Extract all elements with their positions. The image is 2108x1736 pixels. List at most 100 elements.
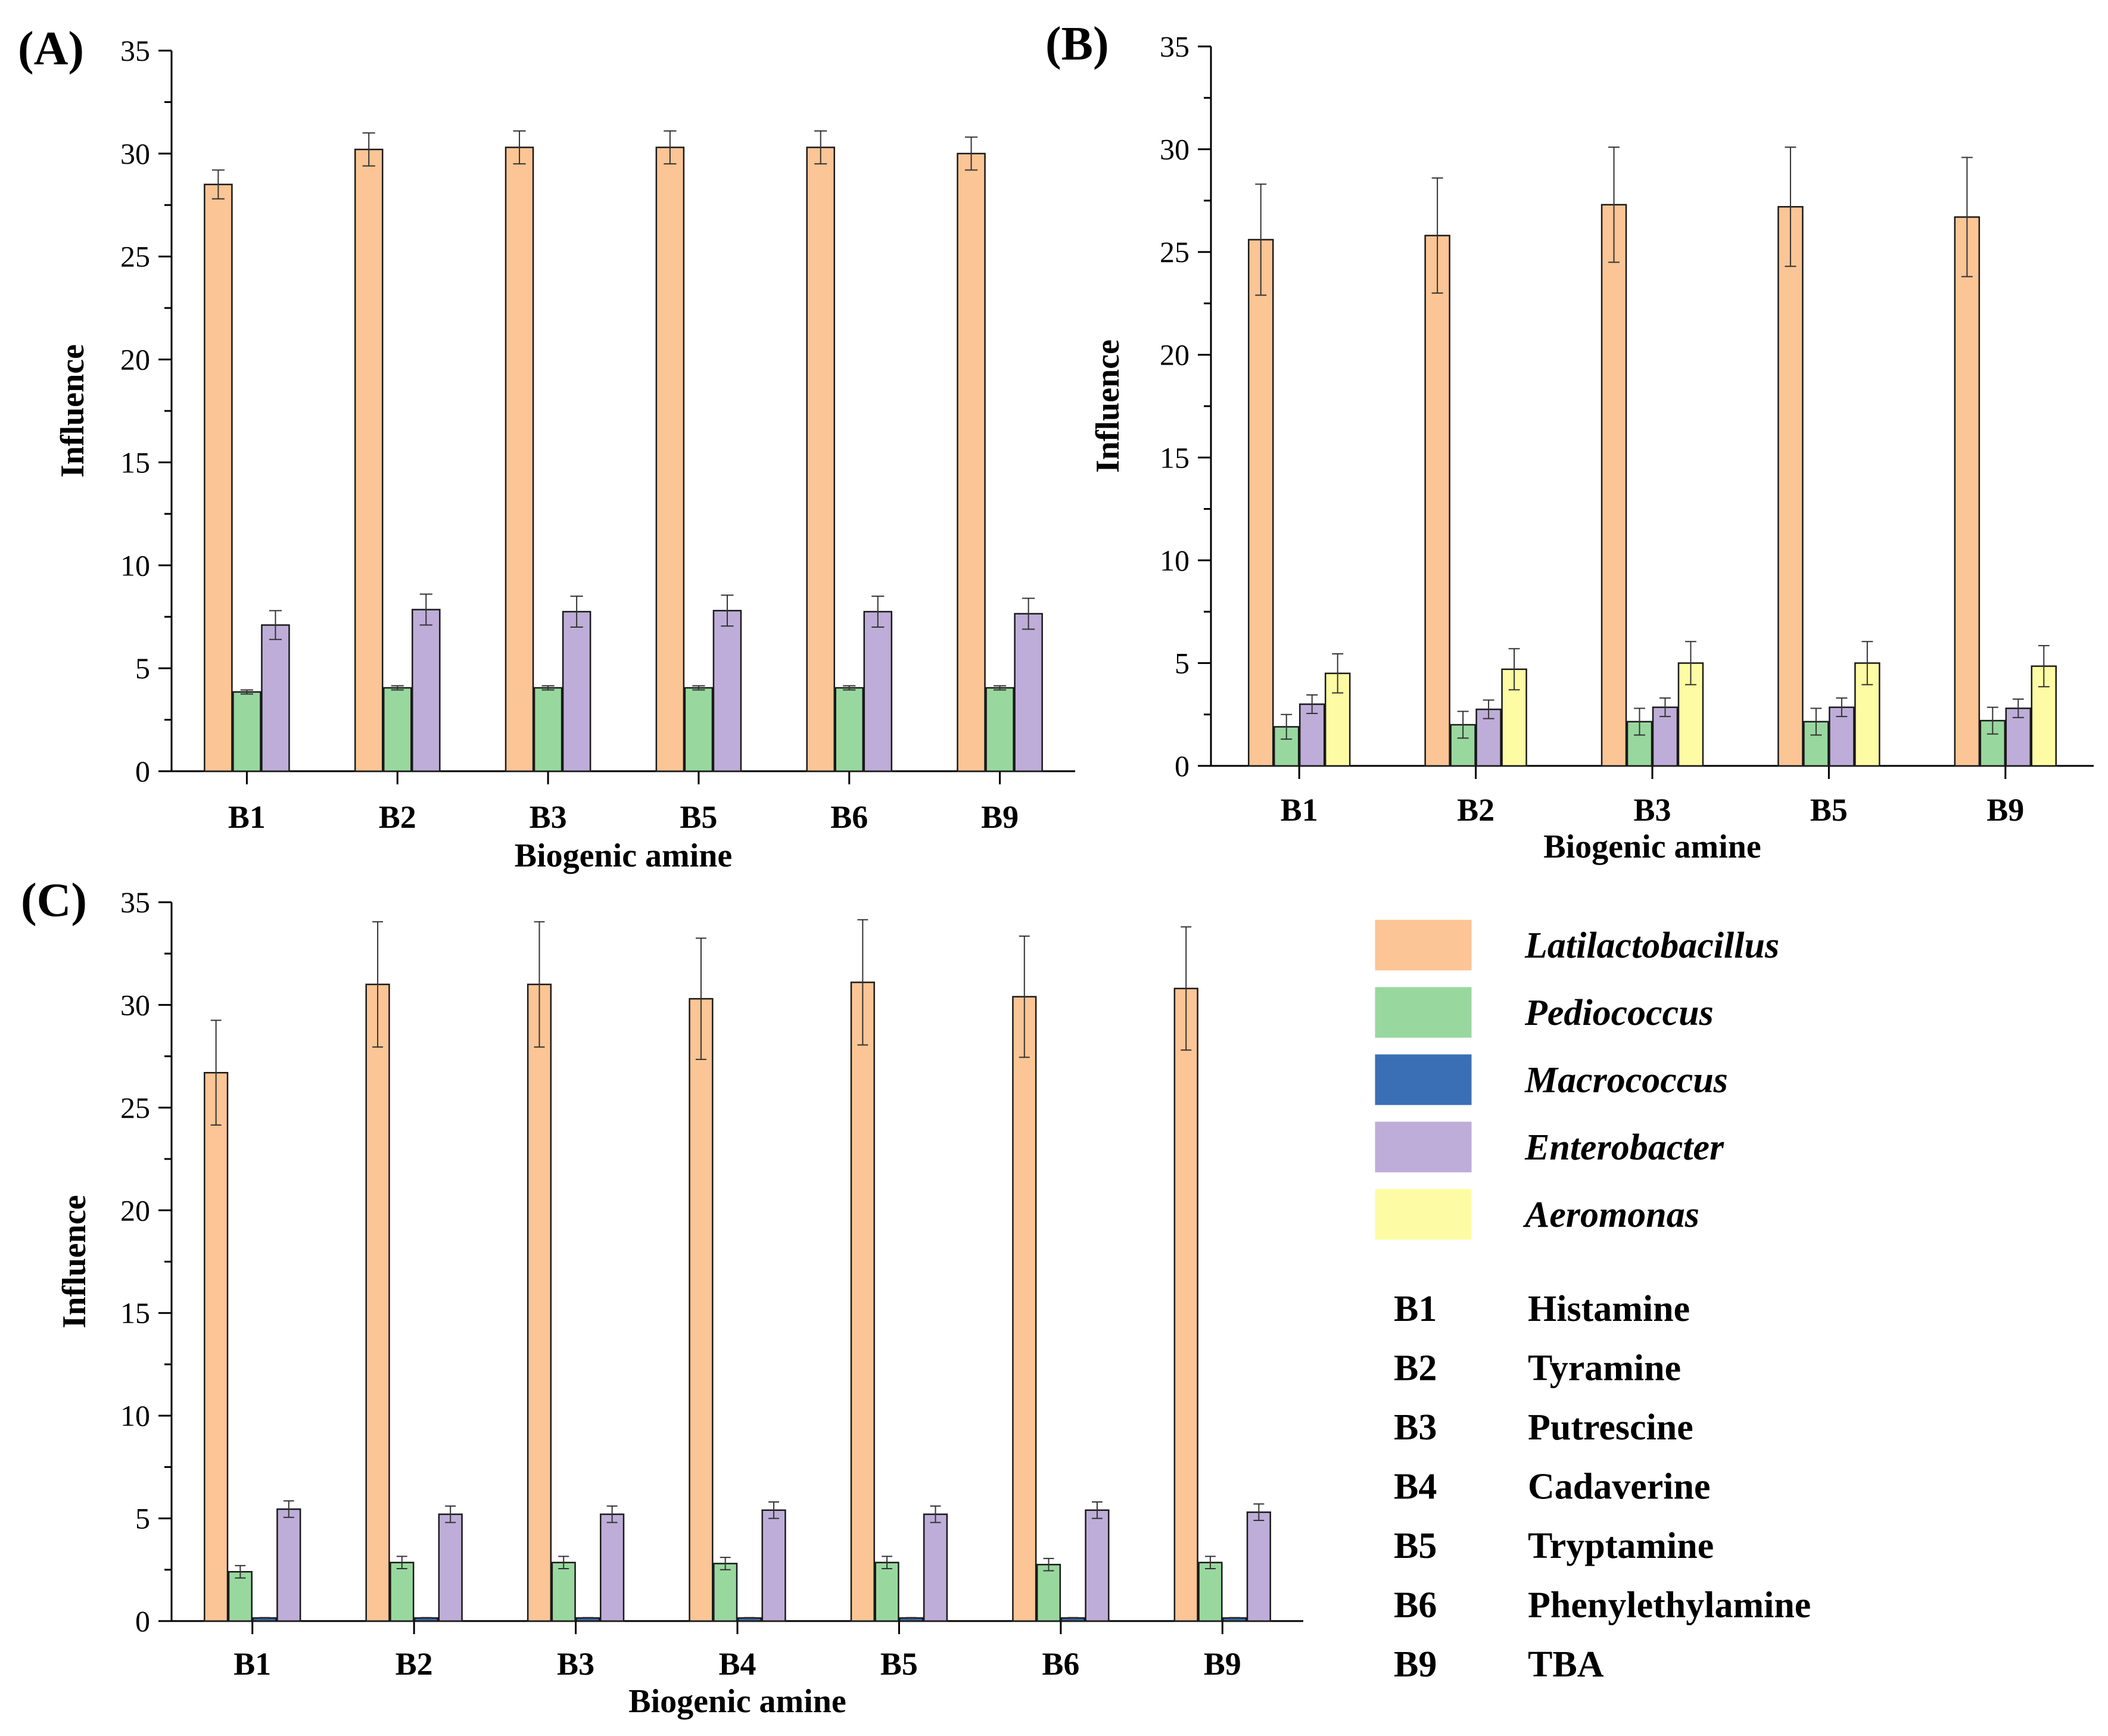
- y-tick-label: 30: [120, 988, 150, 1021]
- y-tick-label: 35: [120, 34, 150, 67]
- x-axis-title: Biogenic amine: [1543, 828, 1761, 865]
- x-tick-label: B3: [557, 1646, 594, 1682]
- bar-latilactobacillus-b9: [1954, 216, 1981, 767]
- bar-enterobacter-b1: [276, 1508, 301, 1622]
- bar-latilactobacillus-b3: [1601, 204, 1627, 767]
- x-tick-label: B2: [379, 799, 416, 835]
- legend: Latilactobacillus Pediococcus Macrococcus E…: [1373, 918, 1779, 1242]
- abbr-name: Tyramine: [1528, 1348, 1681, 1389]
- bar-pediococcus-b9: [985, 687, 1014, 772]
- x-tick-label: B1: [233, 1646, 271, 1682]
- y-tick-label: 10: [120, 548, 150, 582]
- legend-label-aeromonas: Aeromonas: [1522, 1195, 1699, 1235]
- abbr-name: TBA: [1528, 1644, 1604, 1685]
- bar-pediococcus-b6: [1036, 1563, 1061, 1622]
- y-tick-label: 5: [1175, 646, 1190, 680]
- x-axis-title: Biogenic amine: [515, 837, 733, 874]
- y-tick-label: 15: [1160, 441, 1190, 474]
- bar-latilactobacillus-b6: [1012, 996, 1037, 1622]
- bar-pediococcus-b9: [1198, 1562, 1223, 1622]
- legend-label-latilactobacillus: Latilactobacillus: [1524, 925, 1779, 966]
- x-tick-label: B9: [1986, 792, 2024, 828]
- y-tick-label: 0: [135, 755, 150, 788]
- y-tick-label: 35: [120, 886, 150, 919]
- x-tick-label: B5: [680, 799, 717, 835]
- bar-latilactobacillus-b2: [1424, 235, 1450, 767]
- abbr-code: B4: [1394, 1467, 1437, 1507]
- bar-pediococcus-b6: [835, 687, 864, 772]
- x-tick-label: B5: [880, 1646, 918, 1682]
- legend-label-enterobacter: Enterobacter: [1524, 1127, 1724, 1168]
- bar-latilactobacillus-b5: [850, 981, 875, 1622]
- y-tick-label: 30: [120, 137, 150, 170]
- y-tick-label: 5: [135, 652, 150, 685]
- bar-enterobacter-b2: [412, 609, 441, 772]
- bar-latilactobacillus-b4: [689, 998, 714, 1622]
- x-tick-label: B2: [396, 1646, 433, 1682]
- x-tick-label: B9: [1204, 1646, 1241, 1682]
- bar-enterobacter-b1: [1299, 703, 1325, 767]
- y-axis-title: Influence: [1089, 339, 1126, 473]
- x-tick-label: B3: [530, 799, 567, 835]
- bar-latilactobacillus-b1: [204, 1071, 229, 1622]
- y-tick-label: 15: [120, 1296, 150, 1330]
- y-tick-label: 25: [120, 240, 150, 273]
- x-tick-label: B3: [1633, 792, 1671, 828]
- y-tick-label: 15: [120, 445, 150, 479]
- bar-latilactobacillus-b1: [204, 183, 233, 772]
- bar-latilactobacillus-b5: [655, 147, 685, 772]
- legend-label-macrococcus: Macrococcus: [1524, 1060, 1728, 1101]
- bar-enterobacter-b6: [863, 610, 893, 772]
- abbr-code: B6: [1394, 1585, 1437, 1626]
- panel-a: 0 5 10 15 20 25 30 35 B1 B2 B3 B5 B6 B9 (A) Influence Bi…: [18, 23, 1075, 874]
- bar-pediococcus-b4: [713, 1563, 738, 1622]
- legend-swatch-enterobacter: [1373, 1120, 1474, 1174]
- panel-label: (A): [18, 23, 84, 75]
- y-tick-label: 20: [120, 1193, 150, 1227]
- panel-c: 0 5 10 15 20 25 30 35 B1 B2 B3 B4 B5 B6 B9 (C) Influence…: [21, 874, 1303, 1720]
- bar-enterobacter-b3: [600, 1513, 625, 1622]
- abbr-name: Phenylethylamine: [1528, 1585, 1811, 1626]
- x-axis-title: Biogenic amine: [628, 1683, 846, 1720]
- abbr-name: Tryptamine: [1528, 1526, 1714, 1566]
- y-tick-label: 35: [1160, 30, 1190, 63]
- y-tick-label: 10: [120, 1399, 150, 1432]
- bar-pediococcus-b1: [232, 691, 261, 772]
- bar-pediococcus-b5: [874, 1562, 899, 1622]
- y-axis-title: Influence: [54, 344, 91, 478]
- panel-label: (B): [1045, 18, 1109, 70]
- y-tick-label: 25: [1160, 235, 1190, 269]
- bar-latilactobacillus-b9: [957, 152, 986, 772]
- bar-latilactobacillus-b3: [527, 983, 552, 1622]
- bar-enterobacter-b2: [438, 1513, 463, 1622]
- bar-enterobacter-b1: [261, 624, 290, 772]
- bar-enterobacter-b9: [1014, 613, 1043, 772]
- panel-label: (C): [21, 874, 87, 927]
- bar-latilactobacillus-b2: [365, 983, 390, 1622]
- legend-swatch-pediococcus: [1373, 985, 1474, 1040]
- bar-enterobacter-b3: [562, 610, 591, 772]
- abbr-code: B1: [1394, 1289, 1437, 1329]
- bar-pediococcus-b5: [684, 687, 714, 772]
- bar-enterobacter-b5: [712, 610, 742, 772]
- legend-swatch-latilactobacillus: [1373, 918, 1474, 973]
- bar-latilactobacillus-b6: [806, 147, 835, 772]
- bar-pediococcus-b2: [382, 687, 412, 772]
- x-tick-label: B6: [1042, 1646, 1079, 1682]
- bar-latilactobacillus-b2: [354, 148, 384, 772]
- panel-b: 0 5 10 15 20 25 30 35 B1 B2 B3 B5 B9 (B) Influence Biog…: [1045, 18, 2094, 865]
- legend-swatch-macrococcus: [1373, 1052, 1474, 1107]
- abbr-code: B2: [1394, 1348, 1437, 1389]
- bar-enterobacter-b6: [1085, 1509, 1110, 1622]
- y-tick-label: 20: [1160, 338, 1190, 372]
- bar-pediococcus-b3: [533, 687, 563, 772]
- x-tick-label: B2: [1457, 792, 1494, 828]
- x-tick-label: B1: [228, 799, 266, 835]
- bar-latilactobacillus-b9: [1173, 987, 1198, 1622]
- abbr-name: Histamine: [1528, 1289, 1690, 1329]
- x-tick-label: B4: [718, 1646, 756, 1682]
- y-tick-label: 0: [1175, 749, 1190, 783]
- legend-swatch-aeromonas: [1373, 1187, 1474, 1242]
- y-tick-label: 30: [1160, 133, 1190, 166]
- bar-pediococcus-b2: [390, 1562, 415, 1622]
